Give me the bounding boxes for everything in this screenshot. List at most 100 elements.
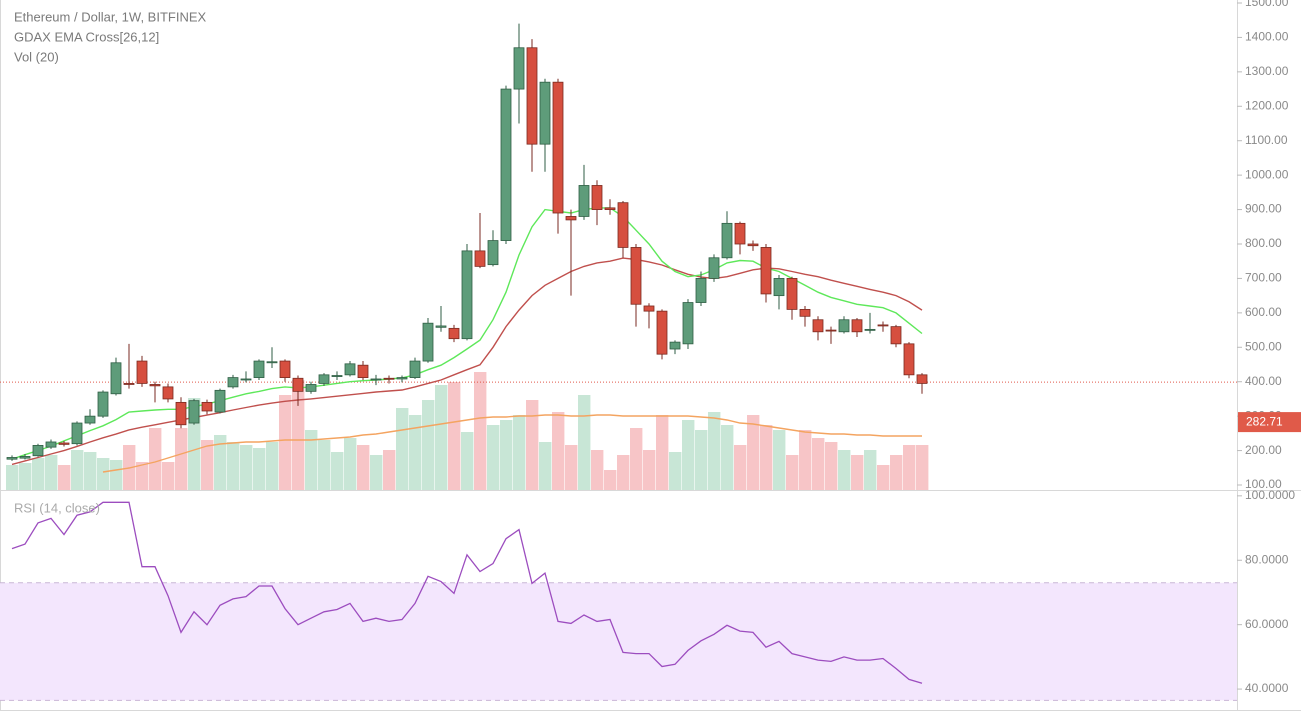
price-label-box	[1238, 412, 1301, 433]
volume-bar	[32, 458, 45, 490]
volume-bar	[799, 430, 812, 490]
y-tick-label: 60.0000	[1245, 617, 1289, 631]
volume-bar	[71, 450, 84, 490]
volume-bar	[422, 400, 435, 490]
candle-body	[435, 325, 447, 328]
candle-body	[357, 364, 369, 378]
volume-bar	[526, 400, 539, 490]
candle-body	[578, 185, 590, 217]
y-tick-label: 900.00	[1245, 202, 1282, 216]
volume-bar	[214, 435, 227, 490]
volume-bar	[201, 440, 214, 490]
candle-body	[773, 278, 785, 297]
candle-body	[6, 457, 18, 460]
volume-bar	[760, 425, 773, 490]
candle-body	[656, 310, 668, 355]
volume-ma-line	[102, 414, 922, 473]
volume-bar	[318, 440, 331, 490]
candle-body	[84, 415, 96, 424]
candle-body	[370, 378, 382, 381]
candle-body	[19, 456, 31, 459]
candle-body	[292, 377, 304, 392]
volume-bar	[682, 420, 695, 490]
candle-body	[474, 250, 486, 267]
volume-bar	[435, 385, 448, 490]
chart-title: Ethereum / Dollar, 1W, BITFINEX	[14, 9, 206, 24]
candle-body	[383, 377, 395, 380]
volume-bar	[903, 445, 916, 490]
candle-body	[604, 207, 616, 210]
volume-bar	[448, 382, 461, 490]
volume-bar	[175, 428, 188, 490]
volume-bar	[721, 425, 734, 490]
volume-bar	[708, 412, 721, 490]
volume-bar	[331, 452, 344, 490]
volume-bar	[604, 470, 617, 490]
volume-bar	[695, 430, 708, 490]
volume-bar	[617, 455, 630, 490]
volume-bar	[513, 415, 526, 490]
candle-body	[721, 222, 733, 259]
volume-bar	[864, 450, 877, 490]
volume-bar	[500, 420, 513, 490]
candle-body	[903, 343, 915, 376]
volume-bar	[279, 395, 292, 490]
candle-body	[825, 329, 837, 332]
volume-bar	[643, 450, 656, 490]
candle-body	[747, 243, 759, 247]
candle-body	[188, 400, 200, 424]
candle-body	[799, 309, 811, 317]
candle-body	[123, 383, 135, 385]
y-tick-label: 1500.00	[1245, 0, 1289, 9]
candle-body	[734, 222, 746, 245]
candle-body	[695, 278, 707, 303]
volume-bar	[84, 452, 97, 490]
candle-body	[344, 363, 356, 376]
candle-body	[162, 386, 174, 400]
candle-body	[526, 47, 538, 145]
candle-body	[422, 322, 434, 362]
volume-bar	[58, 465, 71, 490]
volume-bar	[396, 408, 409, 490]
volume-bar	[539, 442, 552, 490]
volume-bar	[370, 455, 383, 490]
candle-body	[643, 305, 655, 312]
volume-bar	[162, 462, 175, 490]
volume-bar	[578, 395, 591, 490]
volume-bar	[825, 442, 838, 490]
candle-body	[669, 341, 681, 350]
candle-body	[552, 81, 564, 214]
candle-body	[890, 326, 902, 345]
volume-bar	[97, 458, 110, 490]
candle-body	[279, 360, 291, 378]
volume-bar	[45, 455, 58, 490]
y-tick-label: 100.0000	[1245, 488, 1295, 502]
y-tick-label: 200.00	[1245, 443, 1282, 457]
candle-body	[812, 319, 824, 333]
candle-body	[318, 374, 330, 384]
candle-body	[149, 384, 161, 387]
volume-bar	[916, 445, 929, 490]
candle-body	[32, 445, 44, 457]
candle-body	[136, 360, 148, 384]
y-tick-label: 600.00	[1245, 305, 1282, 319]
candle-body	[201, 401, 213, 412]
y-tick-label: 800.00	[1245, 236, 1282, 250]
volume-bar	[591, 450, 604, 490]
candle-body	[58, 442, 70, 445]
volume-bar	[357, 445, 370, 490]
candle-body	[864, 328, 876, 331]
candle-body	[409, 360, 421, 378]
volume-bar	[266, 442, 279, 490]
price-label: 282.71	[1246, 414, 1283, 428]
y-tick-label: 80.0000	[1245, 552, 1289, 566]
candle-body	[916, 374, 928, 384]
candle-body	[97, 391, 109, 417]
rsi-line	[11, 501, 923, 684]
volume-bar	[240, 445, 253, 490]
candle-body	[461, 250, 473, 340]
candle-body	[591, 185, 603, 210]
volume-bar	[409, 415, 422, 490]
volume-bar	[305, 430, 318, 490]
